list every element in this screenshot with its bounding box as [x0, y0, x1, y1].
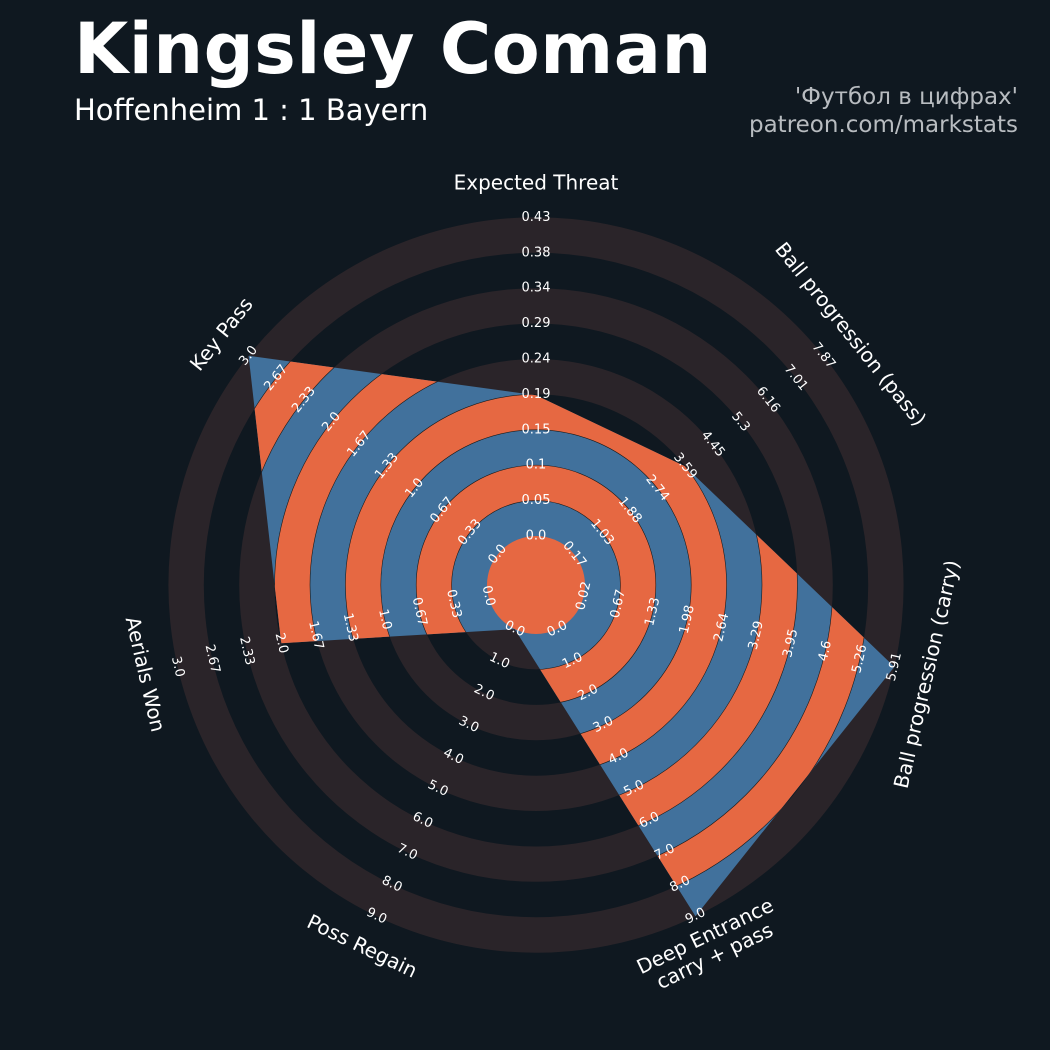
axis-tick-label: 1.33	[340, 612, 361, 644]
player-name-title: Kingsley Coman	[74, 8, 712, 90]
player-polygon-fill	[248, 355, 895, 917]
axis-tick-label: 2.33	[236, 635, 257, 667]
axis-tick-label: 2.67	[202, 643, 223, 675]
axis-tick-label: 0.19	[522, 387, 551, 402]
credit-channel-name: 'Футбол в цифрах'	[794, 84, 1018, 110]
axis-tick-label: 1.98	[677, 604, 698, 636]
axis-category-label: Aerials Won	[121, 614, 171, 734]
axis-tick-label: 5.91	[884, 651, 905, 683]
axis-tick-label: 0.1	[526, 458, 547, 473]
axis-tick-label: 0.43	[522, 210, 551, 225]
axis-tick-label: 0.02	[573, 580, 594, 612]
match-score-subtitle: Hoffenheim 1 : 1 Bayern	[74, 93, 429, 127]
axis-tick-label: 2.0	[272, 631, 291, 655]
axis-tick-label: 1.0	[375, 608, 394, 632]
axis-tick-label: 0.0	[479, 584, 498, 608]
axis-tick-label: 0.24	[522, 352, 551, 367]
axis-tick-label: 0.05	[522, 493, 551, 508]
axis-tick-label: 0.67	[608, 588, 629, 620]
credit-block: 'Футбол в цифрах' patreon.com/markstats	[749, 83, 1018, 139]
axis-tick-label: 0.67	[409, 596, 430, 628]
axis-tick-label: 1.33	[642, 596, 663, 628]
axis-tick-label: 0.0	[526, 529, 547, 544]
player-polygon	[248, 355, 895, 917]
axis-tick-label: 5.26	[849, 643, 870, 675]
axis-tick-label: 0.34	[522, 281, 551, 296]
axis-tick-label: 0.38	[522, 245, 551, 260]
polygon-center-hub	[487, 536, 585, 634]
axis-category-label: Expected Threat	[454, 170, 619, 194]
axis-tick-label: 1.67	[305, 620, 326, 652]
axis-tick-label: 4.6	[816, 639, 835, 663]
axis-tick-label: 3.0	[168, 655, 187, 679]
credit-patreon-link: patreon.com/markstats	[748, 112, 1018, 138]
axis-tick-label: 3.29	[746, 620, 767, 652]
axis-tick-label: 2.64	[711, 612, 732, 644]
axis-tick-label: 0.33	[443, 588, 464, 620]
axis-tick-label: 0.15	[522, 422, 551, 437]
polygon-orange-band	[248, 355, 869, 917]
axis-tick-label: 3.95	[780, 627, 801, 659]
axis-tick-label: 0.29	[522, 316, 551, 331]
